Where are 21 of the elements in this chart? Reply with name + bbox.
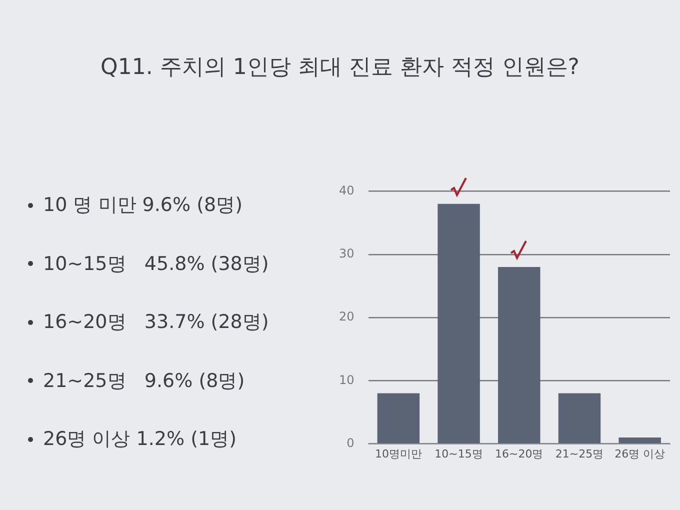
bar (558, 393, 601, 444)
x-tick-label: 16~20명 (495, 447, 544, 460)
bar (438, 204, 480, 444)
text: 10 명 미만 9.6% (8명) (43, 193, 243, 218)
y-tick-label: 20 (338, 310, 354, 324)
bar (618, 437, 661, 444)
x-tick-label: 10~15명 (434, 447, 483, 460)
text: 26명 이상 1.2% (1명) (43, 427, 236, 452)
bar (377, 393, 420, 444)
x-tick-label: 26명 이상 (614, 447, 666, 460)
x-tick-label: 10명미만 (374, 447, 422, 460)
x-tick-label: 21~25명 (555, 447, 604, 460)
y-tick-label: 40 (338, 183, 354, 198)
text: 10~15명 45.8% (38명) (43, 252, 269, 277)
y-tick-label: 30 (338, 246, 354, 260)
y-tick-label: 0 (346, 436, 354, 450)
chart-title: Q11. 주치의 1인당 최대 진료 환자 적정 인원은? (100, 54, 580, 82)
text: 16~20명 33.7% (28명) (43, 310, 269, 336)
text: 21~25명 9.6% (8명) (43, 368, 245, 394)
y-tick-label: 10 (338, 372, 354, 387)
bar (498, 266, 540, 444)
